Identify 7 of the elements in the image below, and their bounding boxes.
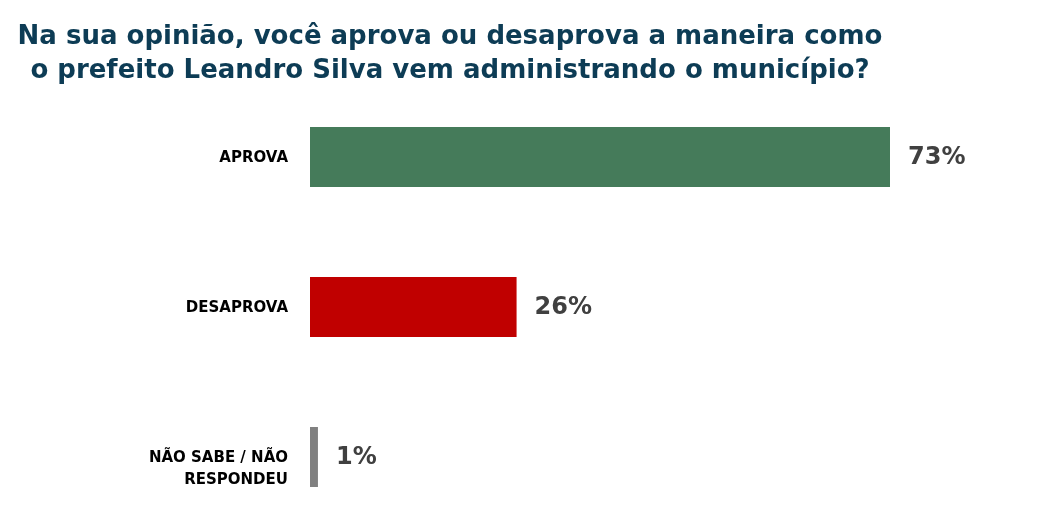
- data-label: 1%: [335, 442, 377, 470]
- chart-title: Na sua opinião, você aprova ou desaprova a maneira como o prefeito Leandro Silva vem administrando o município?: [17, 20, 883, 84]
- y-tick-label: DESAPROVA: [185, 298, 289, 316]
- y-tick-label: NÃO SABE / NÃO RESPONDEU: [148, 447, 288, 488]
- y-tick-label: APROVA: [219, 148, 289, 166]
- data-label: 73%: [908, 142, 966, 170]
- data-label: 26%: [534, 292, 593, 320]
